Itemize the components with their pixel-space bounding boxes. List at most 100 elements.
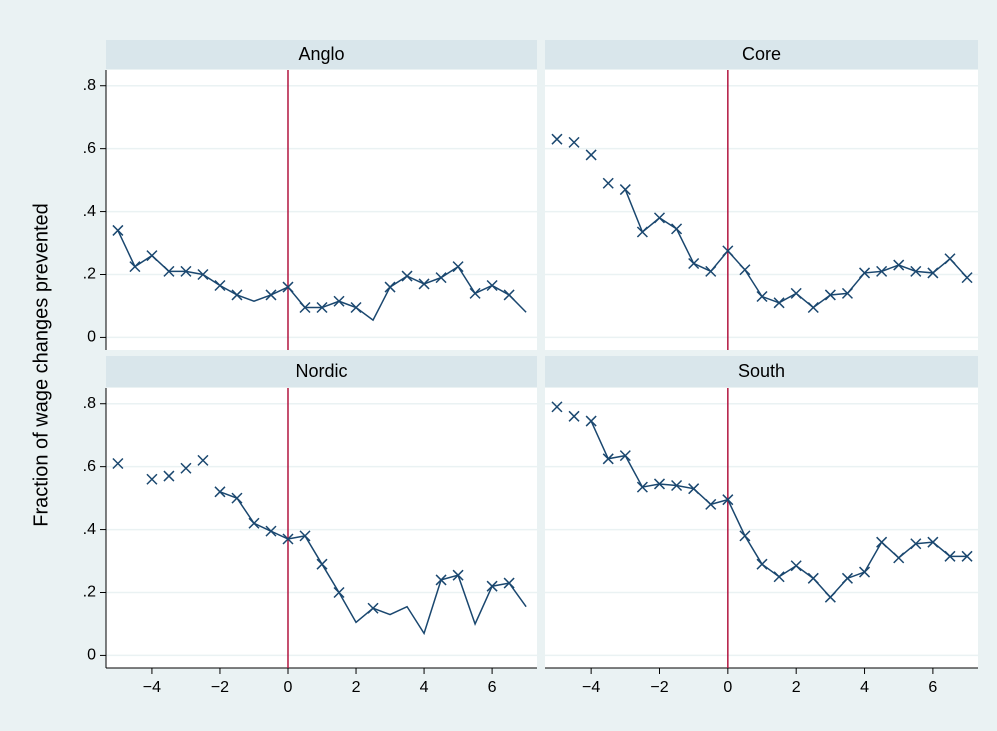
y-tick-label: .8	[83, 77, 96, 94]
x-tick-label: −4	[143, 679, 161, 696]
y-tick-label: .4	[83, 521, 96, 538]
x-tick-label: 0	[284, 679, 293, 696]
x-tick-label: −2	[650, 679, 668, 696]
data-marker	[231, 492, 243, 504]
data-marker	[568, 410, 580, 422]
strip	[106, 356, 537, 387]
data-marker	[619, 184, 631, 196]
data-marker	[585, 149, 597, 161]
x-tick-label: 2	[792, 679, 801, 696]
data-marker	[197, 268, 209, 281]
data-marker	[859, 566, 871, 578]
data-marker	[163, 470, 175, 482]
data-marker	[671, 479, 683, 492]
data-marker	[961, 550, 973, 562]
plot-area	[545, 70, 978, 350]
data-marker	[739, 264, 751, 276]
data-marker	[180, 462, 192, 474]
data-marker	[316, 558, 328, 570]
data-marker	[551, 401, 563, 413]
data-marker	[214, 486, 226, 498]
x-tick-label: 6	[488, 679, 497, 696]
data-marker	[214, 279, 226, 292]
data-marker	[197, 454, 209, 466]
y-tick-label: 0	[87, 329, 96, 346]
data-marker	[350, 301, 362, 314]
data-marker	[824, 591, 836, 603]
data-marker	[112, 457, 124, 470]
data-marker	[452, 569, 464, 581]
data-marker	[486, 279, 498, 292]
data-marker	[910, 265, 922, 277]
data-marker	[180, 265, 192, 277]
data-marker	[653, 478, 666, 490]
data-marker	[671, 223, 683, 235]
data-marker	[841, 287, 853, 299]
data-marker	[568, 136, 580, 148]
data-marker	[401, 270, 413, 282]
strip	[106, 40, 537, 69]
data-marker	[688, 257, 700, 270]
x-tick-label: 6	[928, 679, 937, 696]
data-marker	[503, 577, 515, 589]
x-tick-label: −4	[582, 679, 600, 696]
y-tick-label: .2	[83, 266, 96, 283]
data-marker	[282, 281, 294, 293]
data-marker	[944, 253, 956, 265]
data-marker	[486, 580, 498, 592]
data-marker	[333, 586, 345, 599]
y-tick-label: .6	[83, 458, 96, 475]
data-marker	[653, 212, 666, 224]
data-marker	[282, 533, 294, 545]
data-marker	[112, 224, 124, 236]
data-marker	[722, 494, 734, 506]
data-marker	[841, 572, 853, 584]
data-marker	[876, 265, 888, 277]
strip	[545, 40, 978, 69]
data-marker	[893, 552, 905, 564]
data-marker	[585, 415, 597, 427]
data-marker	[146, 250, 158, 262]
data-marker	[722, 245, 734, 257]
data-marker	[705, 265, 717, 277]
data-marker	[944, 550, 956, 562]
data-marker	[602, 177, 614, 189]
data-marker	[384, 281, 396, 293]
data-marker	[248, 517, 260, 529]
data-marker	[452, 261, 464, 273]
plot-area	[106, 70, 537, 350]
data-marker	[807, 572, 819, 584]
x-tick-label: 2	[352, 679, 361, 696]
data-marker	[265, 525, 277, 537]
data-marker	[231, 289, 243, 301]
data-marker	[927, 536, 939, 548]
data-marker	[299, 530, 311, 542]
data-marker	[602, 453, 614, 465]
panel-title: South	[738, 361, 785, 381]
plot-area	[106, 388, 537, 668]
data-marker	[418, 278, 430, 290]
data-marker	[146, 473, 158, 485]
y-tick-label: .2	[83, 584, 96, 601]
x-tick-label: 4	[420, 679, 429, 696]
panel-title: Anglo	[298, 44, 344, 64]
data-marker	[739, 530, 751, 542]
data-marker	[636, 226, 648, 238]
data-marker	[163, 265, 175, 277]
plot-area	[545, 388, 978, 668]
y-tick-label: 0	[87, 647, 96, 664]
data-marker	[824, 289, 836, 301]
data-marker	[705, 498, 717, 510]
data-marker	[807, 301, 819, 314]
data-marker	[265, 289, 277, 301]
data-marker	[756, 290, 768, 303]
data-marker	[435, 272, 447, 284]
x-tick-label: −2	[211, 679, 229, 696]
data-marker	[469, 287, 481, 299]
data-marker	[876, 536, 888, 548]
data-marker	[503, 289, 515, 301]
data-marker	[636, 481, 648, 493]
x-tick-label: 4	[860, 679, 869, 696]
